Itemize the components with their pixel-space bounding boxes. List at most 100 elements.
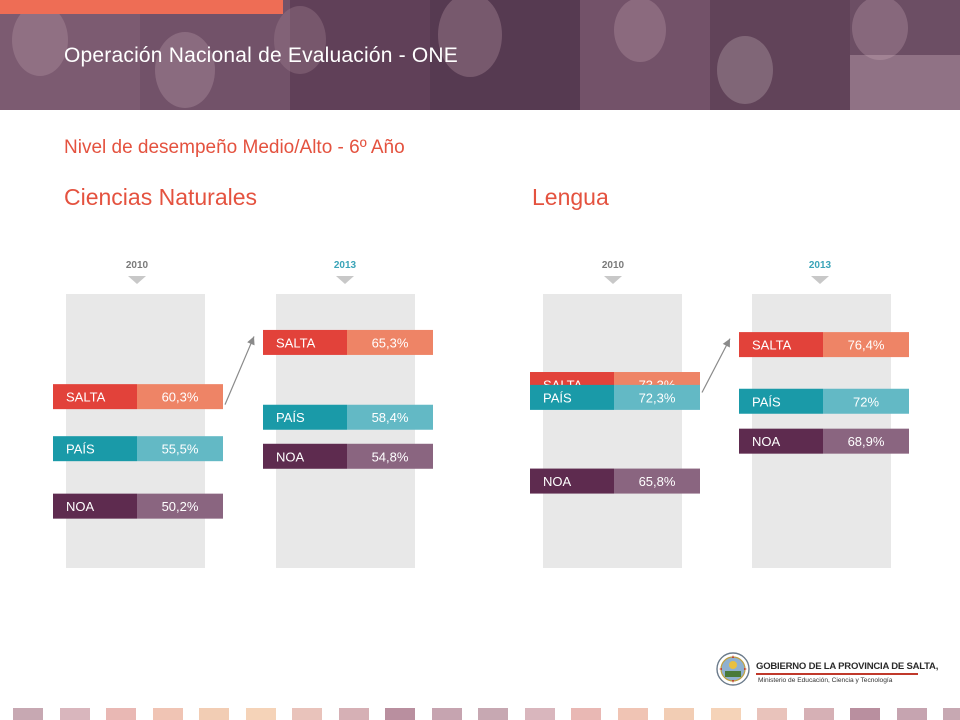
decor-tile xyxy=(13,708,43,720)
bar-noa-2013: NOA 54,8% xyxy=(263,443,433,469)
bar-value-label: 60,3% xyxy=(162,390,199,405)
bar-value-label: 58,4% xyxy=(372,410,409,425)
decor-tile xyxy=(106,708,136,720)
bar-país-2010: PAÍS 72,3% xyxy=(530,384,700,410)
bar-salta-2013: SALTA 65,3% xyxy=(263,329,433,355)
year-panel-2010 xyxy=(543,294,682,568)
chart-title-lengua: Lengua xyxy=(532,184,609,210)
decor-tile xyxy=(896,708,927,720)
bar-value-block xyxy=(823,388,909,414)
bar-series-label: NOA xyxy=(276,449,305,464)
logo-underline xyxy=(756,673,918,675)
bar-name-block xyxy=(739,428,823,454)
province-seal-icon xyxy=(716,652,750,686)
decor-tile xyxy=(664,708,694,720)
decor-tile xyxy=(524,708,555,720)
page-title: Operación Nacional de Evaluación - ONE xyxy=(64,44,458,67)
bar-name-block xyxy=(263,443,347,469)
government-name: GOBIERNO DE LA PROVINCIA DE SALTA, xyxy=(756,661,939,672)
bar-país-2010: PAÍS 55,5% xyxy=(53,436,223,462)
page-subtitle: Nivel de desempeño Medio/Alto - 6º Año xyxy=(64,137,405,158)
bar-value-block xyxy=(614,468,700,494)
bar-name-block xyxy=(530,468,614,494)
bar-name-block xyxy=(263,404,347,430)
decor-tile xyxy=(431,708,462,720)
bar-salta-2010: SALTA 60,3% xyxy=(53,384,223,410)
bar-name-block xyxy=(53,493,137,519)
bar-value-label: 68,9% xyxy=(848,434,885,449)
decor-tile xyxy=(617,708,648,720)
year-pointer-icon xyxy=(128,276,146,284)
bar-value-block xyxy=(823,332,909,358)
year-pointer-icon xyxy=(336,276,354,284)
bar-name-block xyxy=(739,332,823,358)
decor-tile xyxy=(245,708,276,720)
bar-series-label: PAÍS xyxy=(543,390,572,405)
bar-name-block xyxy=(53,384,137,410)
bar-value-block xyxy=(614,384,700,410)
decor-tile xyxy=(757,708,787,720)
bar-series-label: SALTA xyxy=(752,338,792,353)
decor-tile xyxy=(152,708,183,720)
bar-salta-2013: SALTA 76,4% xyxy=(739,332,909,358)
year-label-2010: 2010 xyxy=(602,260,625,271)
bar-name-block xyxy=(53,436,137,462)
bar-noa-2013: NOA 68,9% xyxy=(739,428,909,454)
bar-value-label: 65,8% xyxy=(639,474,676,489)
year-label-2013: 2013 xyxy=(334,260,357,271)
decor-tile xyxy=(338,708,369,720)
bar-value-block xyxy=(137,493,223,519)
chart-title-ciencias: Ciencias Naturales xyxy=(64,184,258,210)
bar-name-block xyxy=(530,384,614,410)
bar-value-label: 55,5% xyxy=(162,442,199,457)
bar-value-label: 65,3% xyxy=(372,335,409,350)
decor-tile xyxy=(59,708,90,720)
bar-value-label: 76,4% xyxy=(848,338,885,353)
bar-value-block xyxy=(823,428,909,454)
year-pointer-icon xyxy=(604,276,622,284)
decor-tile xyxy=(803,708,834,720)
trend-arrow-line xyxy=(701,338,731,393)
bar-series-label: PAÍS xyxy=(66,442,95,457)
bar-series-label: NOA xyxy=(66,499,95,514)
decor-tile xyxy=(850,708,880,720)
decor-tile xyxy=(571,708,601,720)
trend-arrow-line xyxy=(224,336,255,405)
bar-value-block xyxy=(137,436,223,462)
bar-value-label: 72,3% xyxy=(639,390,676,405)
year-label-2013: 2013 xyxy=(809,260,832,271)
bar-series-label: PAÍS xyxy=(752,394,781,409)
photo-collage xyxy=(0,0,960,110)
decor-tile xyxy=(478,708,508,720)
bar-series-label: SALTA xyxy=(66,390,106,405)
bar-series-label: PAÍS xyxy=(276,410,305,425)
bar-noa-2010: NOA 50,2% xyxy=(53,493,223,519)
ministry-name: Ministerio de Educación, Ciencia y Tecno… xyxy=(758,677,893,684)
bar-país-2013: PAÍS 58,4% xyxy=(263,404,433,430)
bar-series-label: SALTA xyxy=(276,335,316,350)
decor-tile xyxy=(943,708,960,720)
bar-value-block xyxy=(347,404,433,430)
decor-tile xyxy=(292,708,322,720)
header-accent-bar xyxy=(0,0,283,14)
bar-value-label: 54,8% xyxy=(372,449,409,464)
year-pointer-icon xyxy=(811,276,829,284)
bar-noa-2010: NOA 65,8% xyxy=(530,468,700,494)
trend-arrowhead-icon xyxy=(247,336,255,346)
bar-país-2013: PAÍS 72% xyxy=(739,388,909,414)
decor-tile xyxy=(385,708,415,720)
bar-name-block xyxy=(263,329,347,355)
trend-arrowhead-icon xyxy=(722,338,730,348)
bar-name-block xyxy=(739,388,823,414)
bar-value-block xyxy=(137,384,223,410)
bar-value-label: 72% xyxy=(853,394,879,409)
decor-tile xyxy=(199,708,229,720)
bar-series-label: NOA xyxy=(752,434,781,449)
decor-tile xyxy=(710,708,741,720)
bar-value-block xyxy=(347,329,433,355)
government-logo: GOBIERNO DE LA PROVINCIA DE SALTA, Minis… xyxy=(716,652,938,696)
header-banner: Operación Nacional de Evaluación - ONE xyxy=(0,0,960,110)
bar-value-label: 50,2% xyxy=(162,499,199,514)
year-label-2010: 2010 xyxy=(126,260,149,271)
